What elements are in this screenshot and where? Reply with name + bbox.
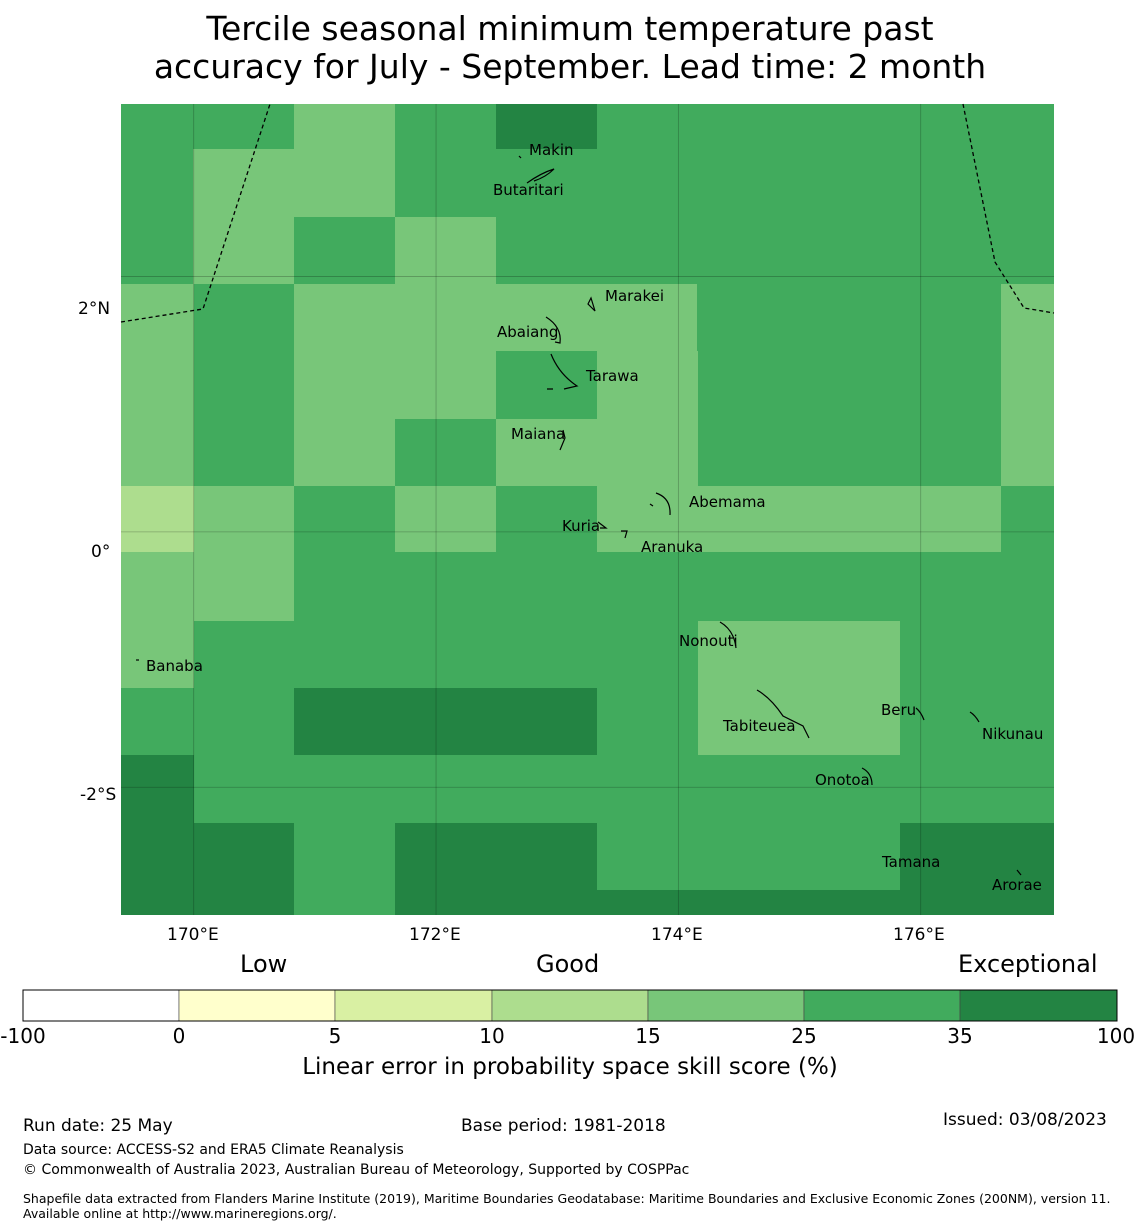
skill-cells <box>121 104 1054 915</box>
skill-cell <box>496 351 597 419</box>
island-outline <box>649 492 671 516</box>
skill-cell <box>193 149 294 284</box>
skill-cell <box>395 486 496 552</box>
colorbar-tick: -100 <box>0 1024 46 1048</box>
title-line-1: Tercile seasonal minimum temperature pas… <box>206 9 934 48</box>
map-title: Tercile seasonal minimum temperature pas… <box>0 10 1140 86</box>
place-label: Nonouti <box>679 632 738 650</box>
colorbar <box>22 989 1118 1022</box>
place-label: Aranuka <box>641 538 703 556</box>
skill-cell <box>597 890 900 915</box>
category-good: Good <box>536 950 600 978</box>
skill-cell <box>1001 284 1054 486</box>
skill-cell <box>193 823 294 915</box>
colorbar-tick: 25 <box>791 1024 817 1048</box>
place-label: Beru <box>881 701 916 719</box>
base-period: Base period: 1981-2018 <box>461 1116 666 1136</box>
colorbar-tick: 5 <box>328 1024 342 1048</box>
island-outline <box>545 316 561 344</box>
place-label: Maiana <box>511 425 565 443</box>
title-line-2: accuracy for July - September. Lead time… <box>153 47 987 86</box>
place-label: Tarawa <box>585 367 639 385</box>
skill-cell <box>121 284 194 486</box>
island-outlines <box>136 155 1022 876</box>
place-label: Nikunau <box>982 725 1043 743</box>
place-label: Arorae <box>992 876 1042 894</box>
island-outline <box>915 707 925 721</box>
place-label: Tabiteuea <box>722 717 796 735</box>
island-outline <box>756 689 810 739</box>
shapefile-credit: Shapefile data extracted from Flanders M… <box>23 1191 1111 1221</box>
category-exceptional: Exceptional <box>958 950 1098 978</box>
island-outline <box>969 711 980 723</box>
skill-cell <box>193 486 294 621</box>
place-label: Onotoa <box>815 771 870 789</box>
island-outline <box>526 168 555 184</box>
data-source: Data source: ACCESS-S2 and ERA5 Climate … <box>23 1142 404 1158</box>
category-low: Low <box>240 950 288 978</box>
eez-boundary-west <box>120 103 271 323</box>
colorbar-tick: 100 <box>1096 1024 1136 1048</box>
skill-cell <box>121 486 194 552</box>
island-outline <box>719 621 737 649</box>
skill-cell <box>121 552 194 688</box>
colorbar-swatch <box>647 989 805 1022</box>
colorbar-swatch <box>803 989 961 1022</box>
place-label: Abaiang <box>497 323 558 341</box>
island-outline <box>861 767 873 786</box>
lon-tick-170: 170°E <box>167 925 219 945</box>
skill-cell <box>698 621 900 755</box>
island-outline <box>587 296 596 312</box>
lat-tick-0: 0° <box>91 542 111 562</box>
skill-cell <box>698 486 1001 552</box>
skill-cell <box>294 688 597 755</box>
place-labels: Makin Butaritari Marakei Abaiang Tarawa Maian… <box>146 141 1043 894</box>
place-label: Kuria <box>562 517 600 535</box>
colorbar-swatch <box>959 989 1118 1022</box>
island-outline <box>1016 869 1022 876</box>
skill-cell <box>121 755 194 915</box>
island-outline <box>518 155 522 159</box>
island-outline <box>547 353 579 390</box>
lon-tick-172: 172°E <box>409 925 461 945</box>
colorbar-outline <box>22 989 1118 1022</box>
issued-date: Issued: 03/08/2023 <box>943 1110 1107 1130</box>
lon-tick-174: 174°E <box>651 925 703 945</box>
colorbar-tick: 15 <box>635 1024 661 1048</box>
graticule <box>121 104 1054 915</box>
skill-cell <box>496 104 597 149</box>
skill-cell <box>395 823 597 915</box>
place-label: Makin <box>529 141 574 159</box>
place-label: Banaba <box>146 657 203 675</box>
place-label: Tamana <box>881 853 940 871</box>
run-date: Run date: 25 May <box>23 1116 173 1136</box>
island-outline <box>597 521 628 539</box>
island-outline <box>559 429 566 451</box>
place-label: Abemama <box>689 493 766 511</box>
colorbar-swatch <box>491 989 649 1022</box>
copyright: © Commonwealth of Australia 2023, Austra… <box>23 1162 690 1178</box>
skill-cell <box>294 217 395 284</box>
lat-tick-2n: 2°N <box>78 299 111 319</box>
eez-boundaries <box>120 103 1055 323</box>
colorbar-swatch <box>22 989 180 1022</box>
skill-cell <box>597 351 698 552</box>
colorbar-tick: 10 <box>479 1024 505 1048</box>
colorbar-swatch <box>178 989 336 1022</box>
place-label: Marakei <box>605 287 664 305</box>
skill-cell <box>395 419 496 486</box>
eez-boundary-east <box>962 103 1055 314</box>
lon-tick-176: 176°E <box>893 925 945 945</box>
colorbar-tick: 0 <box>172 1024 186 1048</box>
lat-tick-2s: -2°S <box>80 785 117 805</box>
colorbar-label: Linear error in probability space skill … <box>302 1054 838 1080</box>
place-label: Butaritari <box>493 181 564 199</box>
skill-cell <box>294 104 395 217</box>
colorbar-swatch <box>334 989 493 1022</box>
colorbar-tick: 35 <box>947 1024 973 1048</box>
skill-cell <box>900 823 1054 915</box>
